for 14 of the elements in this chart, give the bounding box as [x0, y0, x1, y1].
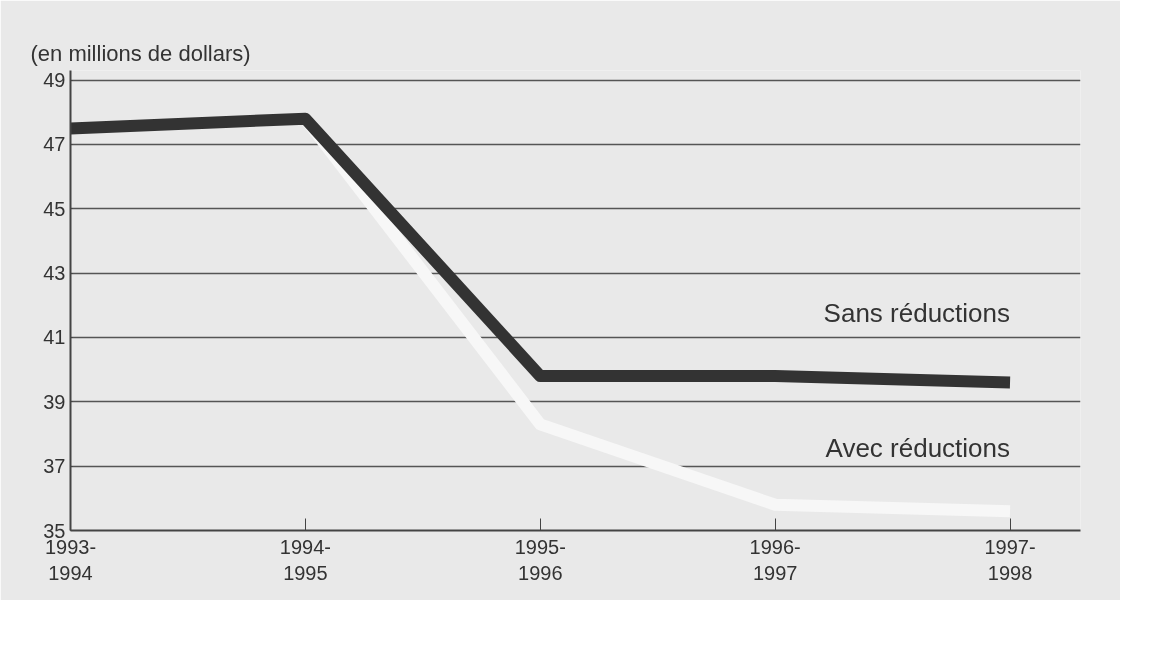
- x-tick-label: 1995-1996: [514, 535, 566, 584]
- series-label: Sans réductions: [823, 297, 1011, 328]
- x-tick-label: 1994-1995: [279, 535, 331, 584]
- y-tick-label: 37: [43, 455, 66, 478]
- x-tick-label: 1997-1998: [984, 535, 1036, 584]
- y-tick-label: 39: [43, 390, 66, 413]
- y-tick-label: 43: [43, 262, 66, 285]
- y-tick-label: 41: [43, 326, 66, 349]
- x-tick-label: 1996-1997: [749, 535, 801, 584]
- series-label: Avec réductions: [825, 432, 1011, 463]
- y-tick-label: 49: [43, 69, 66, 92]
- y-tick-label: 47: [43, 133, 66, 156]
- y-axis-title: (en millions de dollars): [30, 40, 251, 66]
- y-tick-label: 45: [43, 197, 66, 220]
